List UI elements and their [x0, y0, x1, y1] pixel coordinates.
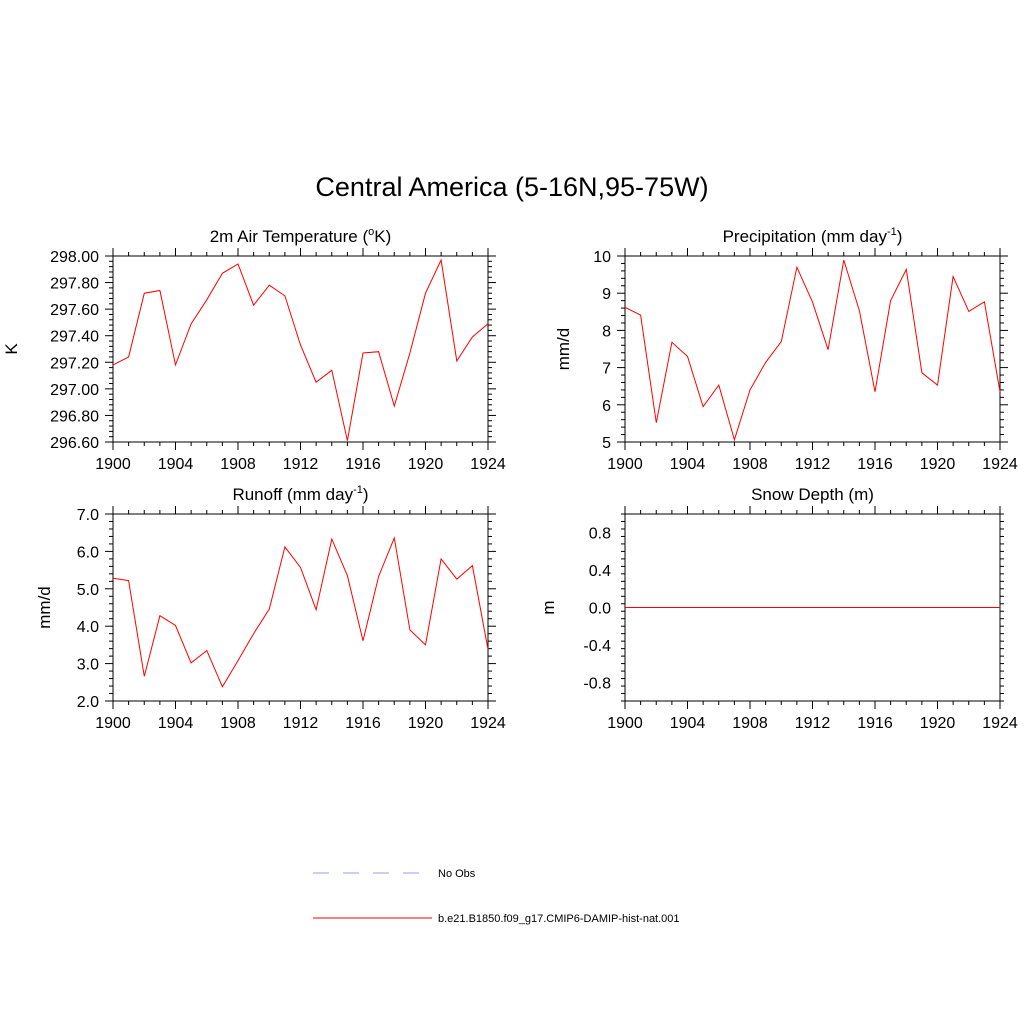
x-tick-label: 1900 [95, 715, 131, 732]
panel-4: Snow Depth (m) 1900 1904 1908 1912 1916 1920 19… [539, 485, 1018, 732]
y-tick-label: 297.80 [50, 276, 99, 293]
x-tick-label: 1916 [345, 715, 381, 732]
x-tick-label: 1924 [982, 715, 1018, 732]
legend: No Obs b.e21.B1850.f09_g17.CMIP6-DAMIP-hi… [313, 868, 680, 925]
y-tick-label: 7.0 [77, 507, 99, 524]
legend-label: No Obs [438, 868, 476, 880]
y-axis-label: mm/d [35, 586, 54, 629]
x-tick-label: 1912 [795, 715, 831, 732]
y-tick-label: 5 [602, 435, 611, 452]
x-tick-label: 1916 [857, 456, 893, 473]
x-tick-label: 1920 [920, 456, 956, 473]
y-axis-label: mm/d [554, 328, 573, 371]
x-tick-label: 1912 [795, 456, 831, 473]
x-tick-label: 1916 [345, 456, 381, 473]
x-tick-label: 1920 [408, 456, 444, 473]
y-tick-label: 8 [602, 323, 611, 340]
x-tick-label: 1904 [158, 715, 194, 732]
figure-title: Central America (5-16N,95-75W) [315, 172, 709, 202]
x-tick-label: 1908 [732, 715, 768, 732]
plot-frame [112, 255, 489, 443]
panel-title: 2m Air Temperature (oK) [210, 226, 392, 246]
x-tick-label: 1900 [95, 456, 131, 473]
x-tick-label: 1924 [982, 456, 1018, 473]
x-tick-label: 1920 [920, 715, 956, 732]
x-tick-label: 1912 [283, 456, 319, 473]
y-tick-label: 297.40 [50, 329, 99, 346]
y-axis-label: K [2, 343, 21, 355]
y-tick-label: 7 [602, 361, 611, 378]
x-tick-label: 1916 [857, 715, 893, 732]
panel-title: Precipitation (mm day-1) [723, 226, 903, 246]
x-tick-label: 1908 [220, 715, 256, 732]
y-tick-label: 6 [602, 398, 611, 415]
x-tick-label: 1908 [732, 456, 768, 473]
series-line [112, 536, 489, 688]
y-tick-label: 2.0 [77, 694, 99, 711]
x-tick-label: 1908 [220, 456, 256, 473]
y-tick-label: 3.0 [77, 657, 99, 674]
panel-title: Snow Depth (m) [751, 485, 874, 504]
x-tick-label: 1904 [670, 715, 706, 732]
y-tick-label: 297.00 [50, 382, 99, 399]
panel-3: Runoff (mm day-1) 1900 1904 1908 1912 1916 192… [35, 484, 506, 732]
y-tick-label: 0.4 [589, 563, 611, 580]
y-tick-label: 297.60 [50, 302, 99, 319]
series-line [624, 259, 1001, 442]
panel-2: Precipitation (mm day-1) 1900 1904 1908 1912… [554, 226, 1018, 473]
panel-1: 2m Air Temperature (oK) 1900 1904 1908 1912 1… [2, 226, 506, 473]
x-tick-label: 1924 [470, 456, 506, 473]
x-tick-label: 1924 [470, 715, 506, 732]
x-tick-label: 1912 [283, 715, 319, 732]
y-tick-label: 10 [593, 249, 611, 266]
y-tick-label: 4.0 [77, 619, 99, 636]
y-tick-label: 297.20 [50, 355, 99, 372]
y-tick-label: 296.60 [50, 435, 99, 452]
x-tick-label: 1900 [607, 715, 643, 732]
y-tick-label: 0.8 [589, 526, 611, 543]
plot-frame [624, 255, 1001, 443]
legend-label: b.e21.B1850.f09_g17.CMIP6-DAMIP-hist-nat… [438, 913, 680, 925]
x-tick-label: 1904 [158, 456, 194, 473]
y-tick-label: 6.0 [77, 544, 99, 561]
plot-frame [112, 513, 489, 702]
x-tick-label: 1900 [607, 456, 643, 473]
x-tick-label: 1920 [408, 715, 444, 732]
panel-title: Runoff (mm day-1) [232, 484, 368, 504]
y-axis-label: m [539, 600, 558, 614]
y-tick-label: -0.4 [583, 638, 611, 655]
y-tick-label: 5.0 [77, 582, 99, 599]
y-tick-label: 9 [602, 286, 611, 303]
y-tick-label: -0.8 [583, 675, 611, 692]
y-tick-label: 298.00 [50, 249, 99, 266]
series-line [112, 258, 489, 441]
x-tick-label: 1904 [670, 456, 706, 473]
y-tick-label: 296.80 [50, 408, 99, 425]
y-tick-label: 0.0 [589, 601, 611, 618]
